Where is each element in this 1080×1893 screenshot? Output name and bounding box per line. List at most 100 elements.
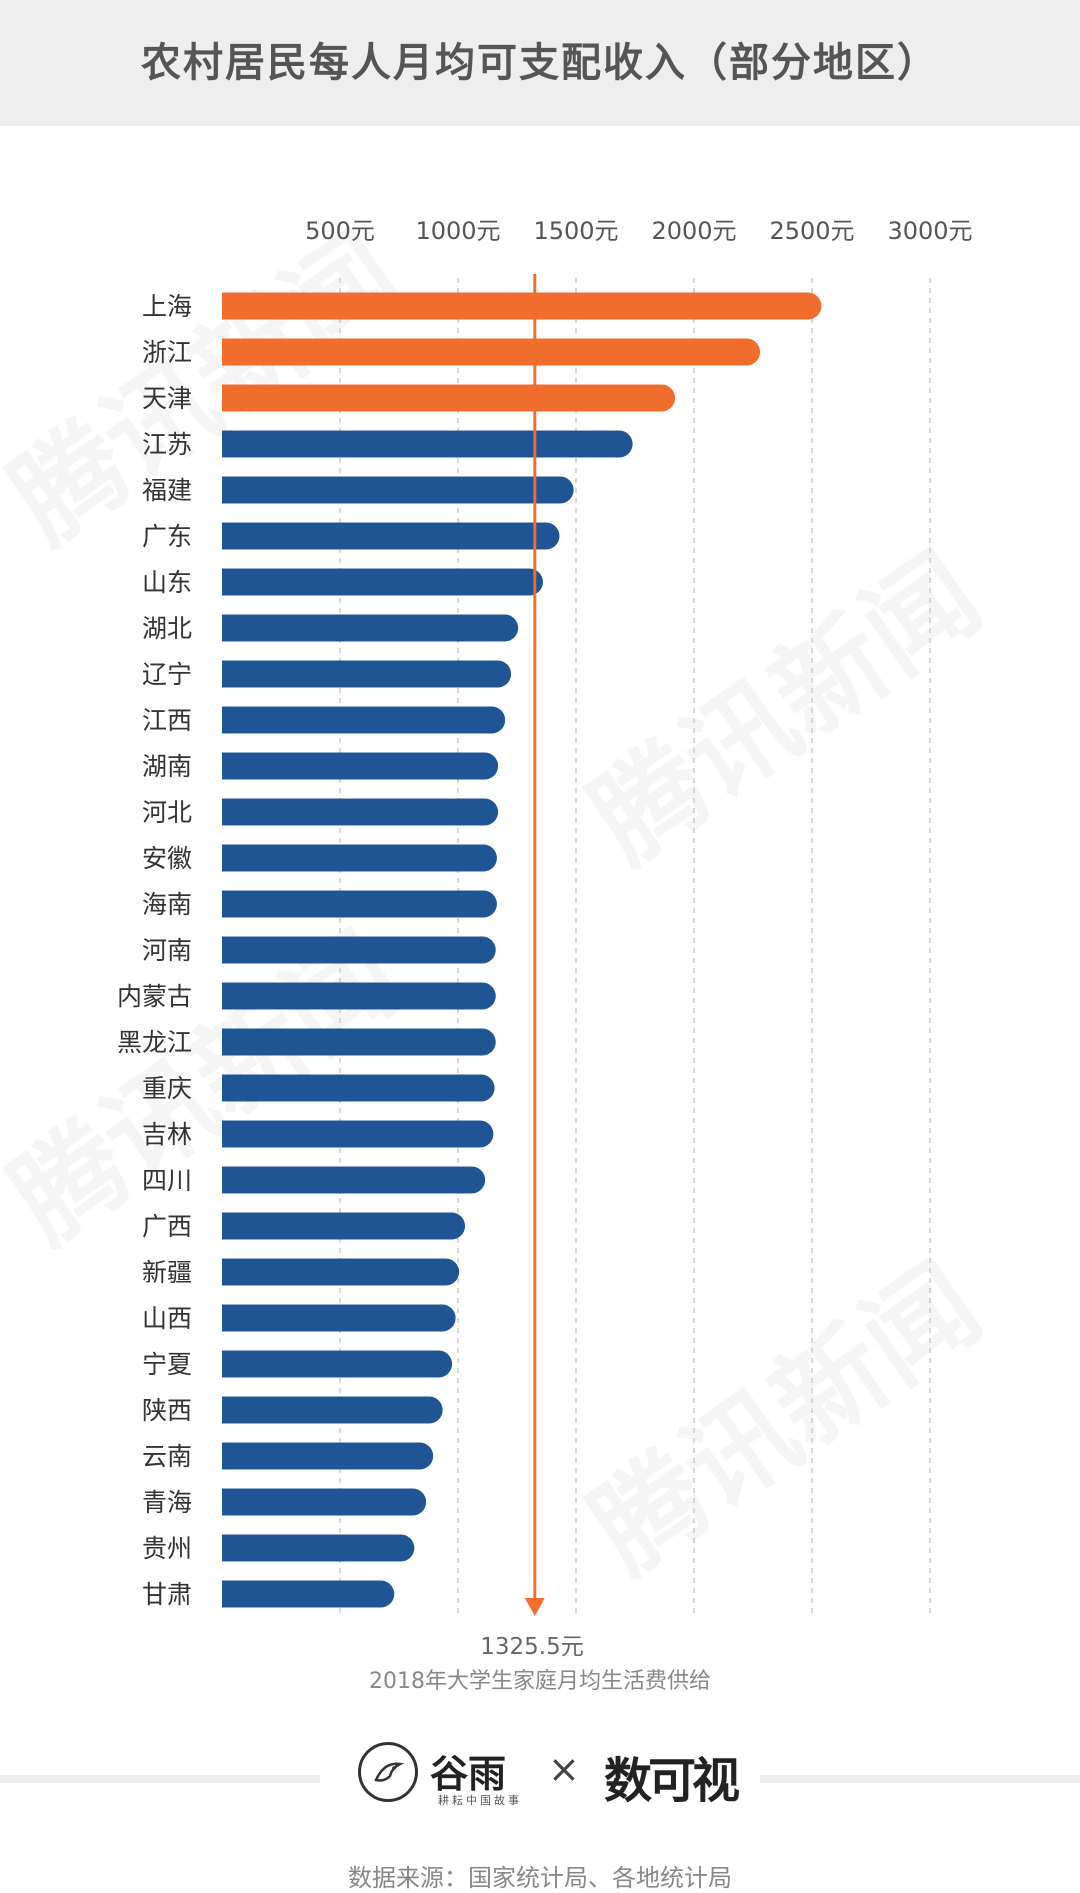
bar [222, 798, 499, 826]
bar [222, 430, 633, 458]
x-tick-label: 2500元 [769, 217, 854, 245]
bar-left-edge [222, 338, 249, 366]
bar-left-edge [222, 1258, 249, 1286]
bar-left-edge [222, 522, 249, 550]
bar [222, 982, 496, 1010]
category-label: 甘肃 [142, 1580, 192, 1609]
category-label: 辽宁 [142, 660, 192, 689]
category-label: 广西 [142, 1212, 192, 1241]
bar [222, 1028, 496, 1056]
category-label: 山东 [142, 568, 192, 597]
bar-left-edge [222, 706, 249, 734]
logo-divider-left [0, 1775, 320, 1783]
bar [222, 706, 506, 734]
category-label: 云南 [142, 1442, 192, 1471]
bar [222, 522, 560, 550]
bar-left-edge [222, 1442, 249, 1470]
bar [222, 476, 574, 504]
bar-chart: 500元 1000元 1500元 2000元 2500元 3000元上海浙江天津江苏福建广… [117, 217, 973, 1616]
bar-left-edge [222, 430, 249, 458]
category-label: 贵州 [142, 1534, 192, 1563]
bar-left-edge [222, 292, 249, 320]
category-label: 浙江 [142, 338, 192, 367]
category-label: 福建 [142, 476, 192, 505]
guyu-bird-icon [358, 1742, 418, 1802]
category-label: 吉林 [142, 1120, 192, 1149]
category-label: 宁夏 [142, 1350, 192, 1379]
bar [222, 1442, 434, 1470]
category-label: 江西 [142, 706, 192, 735]
bar [222, 844, 497, 872]
category-label: 湖北 [142, 614, 192, 643]
reference-value-label: 1325.5元 [480, 1634, 584, 1660]
bar [222, 890, 497, 918]
bar-left-edge [222, 1212, 249, 1240]
category-label: 青海 [142, 1488, 192, 1517]
category-label: 四川 [142, 1166, 192, 1195]
bar-left-edge [222, 982, 249, 1010]
bar-left-edge [222, 476, 249, 504]
bar-left-edge [222, 1074, 249, 1102]
category-label: 黑龙江 [117, 1028, 192, 1057]
bar-left-edge [222, 1120, 249, 1148]
bar-left-edge [222, 890, 249, 918]
bar [222, 384, 676, 412]
bar-left-edge [222, 1350, 249, 1378]
category-label: 安徽 [142, 844, 192, 873]
category-label: 广东 [142, 522, 192, 551]
bar-left-edge [222, 936, 249, 964]
bar [222, 1120, 494, 1148]
category-label: 河南 [142, 936, 192, 965]
bar-left-edge [222, 798, 249, 826]
bar [222, 1258, 460, 1286]
title-bar: 农村居民每人月均可支配收入（部分地区） [0, 0, 1080, 126]
reference-arrow [524, 1598, 545, 1616]
bar-left-edge [222, 844, 249, 872]
bar-left-edge [222, 1166, 249, 1194]
bar-left-edge [222, 1028, 249, 1056]
bar-left-edge [222, 1534, 249, 1562]
bar [222, 1304, 456, 1332]
category-label: 江苏 [142, 430, 192, 459]
bar-left-edge [222, 660, 249, 688]
bar [222, 568, 543, 596]
bar [222, 660, 512, 688]
category-label: 天津 [142, 384, 192, 413]
bar [222, 936, 496, 964]
brand-guyu-logo: 谷雨 [430, 1751, 507, 1796]
x-tick-label: 1000元 [415, 217, 500, 245]
bar [222, 1534, 415, 1562]
reference-description: 2018年大学生家庭月均生活费供给 [369, 1669, 711, 1694]
x-tick-label: 1500元 [533, 217, 618, 245]
brand-guyu-tagline: 耕耘中国故事 [438, 1794, 522, 1807]
bar [222, 752, 499, 780]
bar [222, 614, 519, 642]
bar [222, 292, 822, 320]
category-label: 陕西 [142, 1396, 192, 1425]
category-label: 内蒙古 [117, 982, 192, 1011]
bar [222, 1396, 443, 1424]
bar [222, 1488, 427, 1516]
bar-left-edge [222, 1488, 249, 1516]
logo-divider-right [760, 1775, 1080, 1783]
bar-left-edge [222, 1304, 249, 1332]
bar [222, 1350, 453, 1378]
category-label: 新疆 [142, 1258, 192, 1287]
bar-left-edge [222, 752, 249, 780]
bar-left-edge [222, 384, 249, 412]
bar-left-edge [222, 1396, 249, 1424]
x-tick-label: 500元 [305, 217, 375, 245]
bar [222, 338, 761, 366]
category-label: 重庆 [142, 1074, 192, 1103]
bar-left-edge [222, 568, 249, 596]
bar-left-edge [222, 1580, 249, 1608]
chart-title: 农村居民每人月均可支配收入（部分地区） [141, 40, 939, 86]
bar [222, 1166, 486, 1194]
x-tick-label: 2000元 [651, 217, 736, 245]
x-tick-label: 3000元 [887, 217, 972, 245]
bar [222, 1212, 466, 1240]
bar [222, 1580, 395, 1608]
category-label: 河北 [142, 798, 192, 827]
bar-left-edge [222, 614, 249, 642]
category-label: 上海 [142, 292, 192, 321]
